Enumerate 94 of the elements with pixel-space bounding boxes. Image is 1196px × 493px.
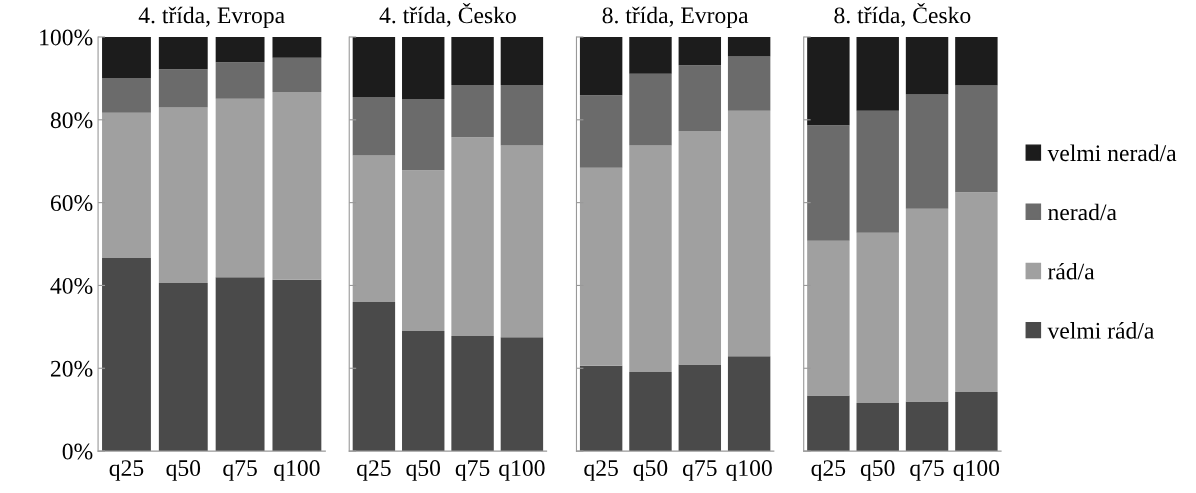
y-tick-label: 20% xyxy=(50,360,93,377)
chart-title: 4. třída, Česko xyxy=(379,2,516,27)
bar xyxy=(500,145,544,338)
bar xyxy=(215,277,265,452)
bar xyxy=(215,36,265,63)
bar xyxy=(807,240,850,396)
bar xyxy=(629,145,672,372)
bar xyxy=(451,36,494,86)
x-tick-label: q75 xyxy=(223,460,257,481)
bar xyxy=(807,36,850,126)
x-tick-label: q100 xyxy=(726,460,772,481)
bar xyxy=(905,36,949,95)
bar xyxy=(579,36,623,96)
bar xyxy=(451,137,494,336)
bar xyxy=(678,65,722,131)
bar xyxy=(215,98,265,278)
bar xyxy=(579,365,623,452)
bar xyxy=(102,36,151,78)
y-tick-label: 60% xyxy=(50,195,93,212)
bar xyxy=(807,125,850,241)
y-tick-label: 100% xyxy=(40,29,93,46)
x-tick-label: q25 xyxy=(811,460,846,481)
x-tick-label: q100 xyxy=(499,460,545,481)
bar xyxy=(955,36,998,86)
bar xyxy=(678,364,722,452)
bar xyxy=(402,331,445,452)
bar xyxy=(629,36,672,74)
bar xyxy=(272,36,322,58)
chart-title: 4. třída, Evropa xyxy=(138,6,285,29)
bar xyxy=(402,99,445,171)
bar xyxy=(727,56,771,111)
bar xyxy=(905,208,949,402)
bar xyxy=(158,107,208,283)
bar xyxy=(102,258,151,452)
bar xyxy=(727,356,771,452)
bar xyxy=(727,36,771,57)
bar xyxy=(102,77,151,113)
bar xyxy=(955,85,998,193)
legend-label: rád/a xyxy=(1047,262,1095,280)
bar xyxy=(955,391,998,452)
bar xyxy=(402,170,445,331)
bar xyxy=(629,73,672,146)
bar xyxy=(451,85,494,138)
bar xyxy=(451,335,494,452)
bar xyxy=(678,36,722,66)
bar xyxy=(272,57,322,93)
bar xyxy=(856,36,899,111)
bar xyxy=(807,395,850,452)
bar xyxy=(500,337,544,452)
x-tick-label: q25 xyxy=(584,460,618,481)
bar xyxy=(352,36,396,98)
x-tick-label: q25 xyxy=(357,460,391,481)
bar xyxy=(629,372,672,452)
bar xyxy=(856,110,899,233)
y-tick-label: 0% xyxy=(62,443,93,460)
legend-label: velmi nerad/a xyxy=(1047,144,1177,162)
bar xyxy=(272,279,322,452)
bar xyxy=(500,36,544,86)
x-tick-label: q75 xyxy=(682,460,717,481)
bar xyxy=(579,167,623,366)
bar xyxy=(500,85,544,146)
bar xyxy=(955,192,998,392)
chart-title: 8. třída, Česko xyxy=(834,2,971,27)
bar xyxy=(352,97,396,156)
bar xyxy=(727,110,771,357)
x-tick-label: q100 xyxy=(274,460,320,481)
bar xyxy=(352,155,396,303)
y-tick-label: 40% xyxy=(50,277,93,294)
legend-label: nerad/a xyxy=(1048,203,1117,221)
bar xyxy=(905,401,949,452)
x-tick-label: q75 xyxy=(455,460,490,481)
bar xyxy=(102,112,151,259)
bar xyxy=(579,95,623,168)
legend-label: velmi rád/a xyxy=(1047,322,1155,339)
x-tick-label: q50 xyxy=(406,460,441,481)
chart-title: 8. třída, Evropa xyxy=(602,6,749,29)
x-tick-label: q75 xyxy=(910,460,944,481)
x-tick-label: q50 xyxy=(633,460,668,481)
bar xyxy=(352,302,396,452)
bar xyxy=(678,130,722,365)
bar xyxy=(856,403,899,452)
bar xyxy=(158,36,208,70)
bar xyxy=(856,232,899,404)
bar xyxy=(402,36,445,100)
bar xyxy=(215,62,265,99)
bar xyxy=(158,282,208,452)
x-tick-label: q50 xyxy=(166,460,201,481)
bar xyxy=(272,92,322,280)
bar xyxy=(158,69,208,108)
x-tick-label: q50 xyxy=(860,460,895,481)
bar xyxy=(905,94,949,209)
y-tick-label: 80% xyxy=(50,112,93,129)
x-tick-label: q25 xyxy=(109,460,144,481)
x-tick-label: q100 xyxy=(953,460,1000,481)
